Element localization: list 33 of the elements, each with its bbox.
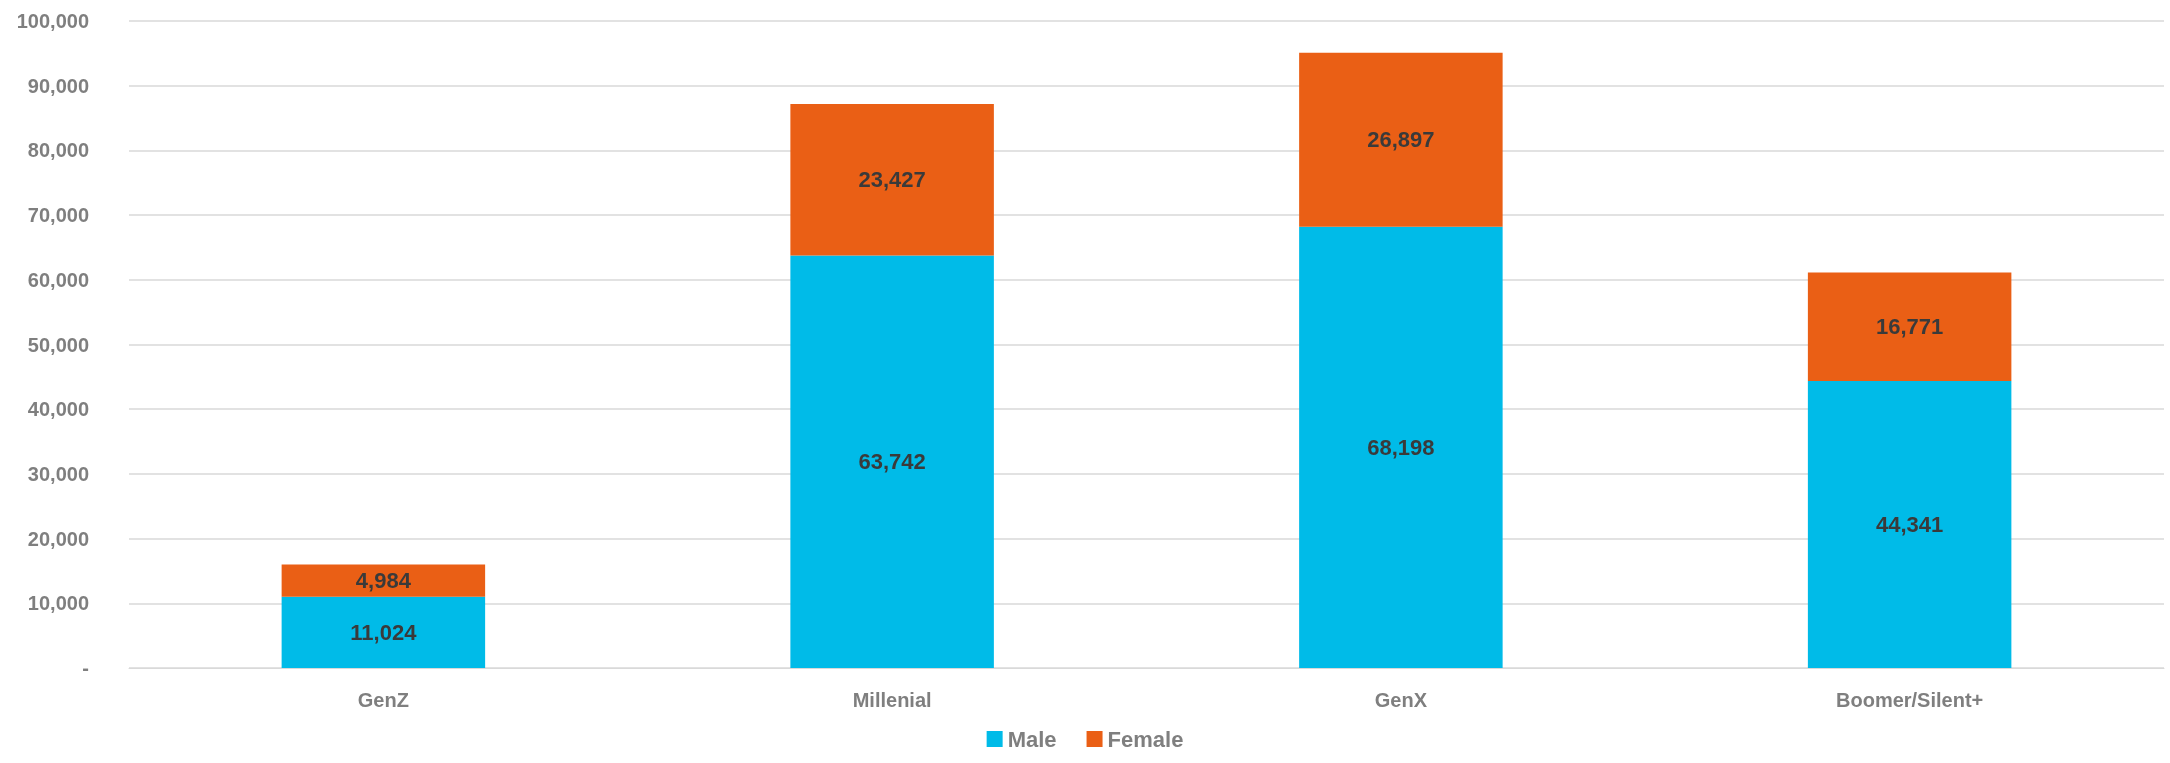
- bar: [1299, 52, 1503, 227]
- bar: [281, 564, 486, 597]
- bar: [1299, 226, 1503, 668]
- bar: [1807, 381, 2012, 668]
- y-tick-label: 50,000: [27, 333, 89, 356]
- data-label: 68,198: [1367, 434, 1435, 460]
- bar: [1807, 272, 2012, 382]
- data-label: 11,024: [350, 619, 418, 645]
- y-tick-label: 100,000: [16, 10, 89, 32]
- legend-label: Male: [1007, 726, 1057, 752]
- y-tick-label: 40,000: [27, 398, 89, 421]
- y-tick-label: 60,000: [27, 268, 89, 291]
- x-tick-label: Millenial: [852, 689, 932, 711]
- x-tick-label: GenZ: [357, 689, 409, 711]
- data-label: 16,771: [1875, 314, 1944, 340]
- y-tick-label: 80,000: [27, 139, 89, 162]
- y-tick-label: 20,000: [27, 527, 89, 550]
- data-label: 4,984: [355, 568, 412, 594]
- bar: [281, 596, 486, 668]
- data-label: 63,742: [858, 449, 926, 475]
- data-label: 26,897: [1367, 127, 1435, 153]
- data-label: 44,341: [1875, 512, 1944, 538]
- y-tick-label: 90,000: [27, 74, 89, 97]
- y-tick-label: 30,000: [27, 462, 89, 485]
- x-tick-label: GenX: [1374, 689, 1428, 711]
- legend-label: Female: [1107, 726, 1184, 752]
- y-tick-label: 70,000: [27, 204, 89, 227]
- bar: [790, 104, 994, 256]
- x-tick-label: Boomer/Silent+: [1835, 689, 1984, 711]
- y-tick-label: 10,000: [27, 592, 89, 615]
- y-tick-label: -: [82, 657, 89, 679]
- data-label: 23,427: [858, 167, 926, 193]
- bar: [790, 255, 994, 668]
